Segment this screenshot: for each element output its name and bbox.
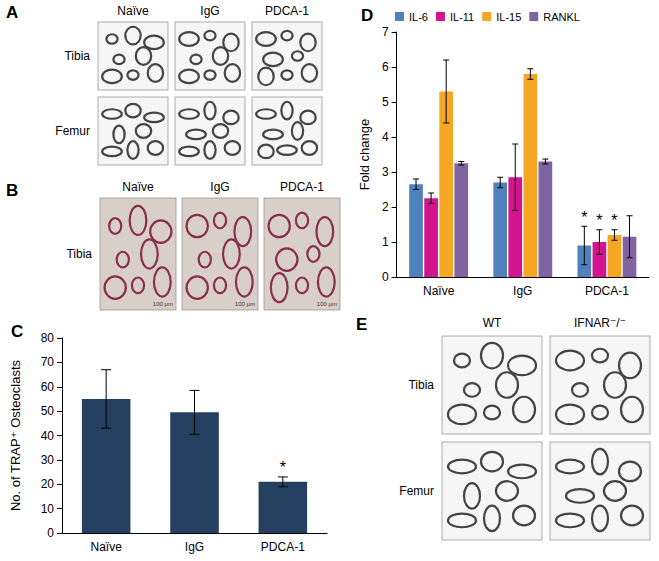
svg-text:IL-6: IL-6 (409, 11, 428, 23)
svg-text:RANKL: RANKL (543, 11, 580, 23)
svg-text:WT: WT (483, 316, 502, 330)
svg-text:6: 6 (382, 60, 389, 74)
svg-text:20: 20 (41, 477, 55, 491)
svg-text:0: 0 (47, 526, 54, 540)
svg-text:*: * (581, 209, 587, 226)
svg-text:IL-15: IL-15 (496, 11, 521, 23)
svg-text:Femur: Femur (399, 484, 434, 498)
svg-text:2: 2 (382, 200, 389, 214)
svg-text:No. of TRAP⁺ Osteoclasts: No. of TRAP⁺ Osteoclasts (8, 359, 23, 511)
svg-text:30: 30 (41, 453, 55, 467)
svg-text:E: E (356, 315, 367, 334)
svg-text:Tibia: Tibia (66, 247, 92, 261)
svg-text:4: 4 (382, 130, 389, 144)
svg-text:40: 40 (41, 429, 55, 443)
svg-text:1: 1 (382, 235, 389, 249)
svg-text:100 μm: 100 μm (317, 301, 337, 307)
svg-text:100 μm: 100 μm (235, 301, 255, 307)
svg-text:0: 0 (382, 270, 389, 284)
svg-text:B: B (6, 181, 18, 200)
svg-text:PDCA-1: PDCA-1 (585, 284, 629, 298)
svg-text:50: 50 (41, 404, 55, 418)
svg-text:A: A (6, 3, 18, 22)
svg-text:10: 10 (41, 502, 55, 516)
svg-text:Tibia: Tibia (64, 49, 90, 63)
svg-text:Tibia: Tibia (408, 378, 434, 392)
svg-text:Naïve: Naïve (90, 540, 122, 554)
svg-text:Naïve: Naïve (117, 4, 149, 18)
svg-text:D: D (361, 6, 373, 25)
svg-text:C: C (11, 322, 23, 341)
svg-text:7: 7 (382, 25, 389, 39)
svg-text:60: 60 (41, 380, 55, 394)
svg-text:IgG: IgG (513, 284, 532, 298)
svg-text:5: 5 (382, 95, 389, 109)
svg-text:IFNAR⁻/⁻: IFNAR⁻/⁻ (574, 316, 626, 330)
svg-text:PDCA-1: PDCA-1 (280, 180, 324, 194)
svg-text:Fold change: Fold change (357, 119, 372, 191)
svg-text:*: * (280, 459, 286, 476)
svg-text:IgG: IgG (200, 4, 219, 18)
svg-text:70: 70 (41, 355, 55, 369)
svg-text:*: * (611, 212, 617, 229)
svg-text:IgG: IgG (210, 180, 229, 194)
svg-text:IgG: IgG (185, 540, 204, 554)
svg-text:*: * (596, 212, 602, 229)
svg-text:80: 80 (41, 331, 55, 345)
svg-text:3: 3 (382, 165, 389, 179)
svg-text:PDCA-1: PDCA-1 (265, 4, 309, 18)
svg-text:100 μm: 100 μm (153, 301, 173, 307)
svg-text:PDCA-1: PDCA-1 (261, 540, 305, 554)
svg-text:Naïve: Naïve (423, 284, 455, 298)
svg-text:IL-11: IL-11 (450, 11, 474, 23)
svg-text:Femur: Femur (55, 124, 90, 138)
svg-text:Naïve: Naïve (122, 180, 154, 194)
